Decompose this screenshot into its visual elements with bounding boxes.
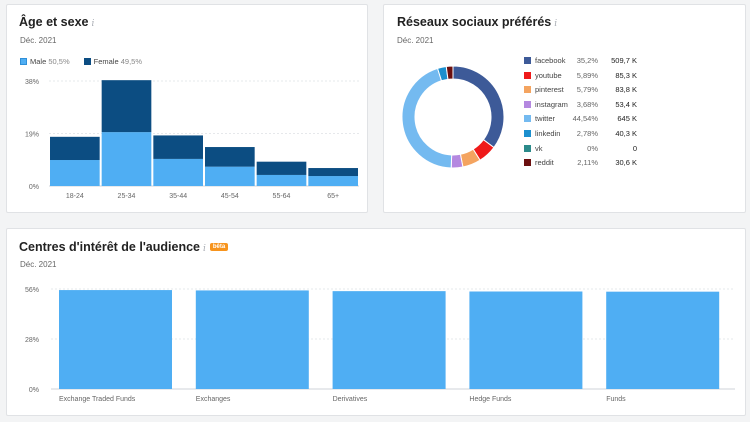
- social-legend-row-twitter[interactable]: twitter 44,54% 645 K: [524, 114, 644, 124]
- x-tick-label: 45-54: [221, 193, 239, 200]
- donut-slice-facebook: [452, 65, 505, 149]
- bar-male: [50, 160, 100, 186]
- donut-slice-twitter: [401, 67, 453, 169]
- legend-percent: 2,11%: [577, 158, 598, 168]
- y-tick-label: 0%: [29, 184, 39, 191]
- legend-value: 83,8 K: [615, 85, 637, 95]
- info-icon[interactable]: i: [91, 19, 95, 29]
- legend-swatch-pinterest: [524, 86, 531, 94]
- social-legend-row-youtube[interactable]: youtube 5,89% 85,3 K: [524, 71, 644, 81]
- x-tick-label: 35-44: [169, 193, 187, 200]
- bar-female: [308, 168, 358, 177]
- age-sex-legend: Male 50,5% Female 49,5%: [20, 57, 142, 66]
- legend-percent: 3,68%: [576, 99, 598, 109]
- x-tick-label: Hedge Funds: [469, 396, 512, 403]
- legend-percent: 5,89%: [576, 70, 598, 80]
- legend-percent: 35,2%: [576, 56, 598, 65]
- x-tick-label: Funds: [606, 396, 626, 403]
- legend-value: 509,7 K: [611, 56, 637, 65]
- interest-bar: [195, 290, 309, 389]
- social-legend-row-pinterest[interactable]: pinterest 5,79% 83,8 K: [524, 85, 644, 95]
- social-legend-row-instagram[interactable]: instagram 3,68% 53,4 K: [524, 100, 644, 110]
- interests-chart: 56% 28% 0% Exchange Traded Funds Exchanges De…: [25, 287, 735, 403]
- info-icon[interactable]: i: [554, 19, 558, 29]
- interests-card: Centres d'intérêt de l'audience i bêta Déc…: [6, 228, 746, 416]
- interest-bar: [469, 291, 583, 389]
- interest-bar: [332, 291, 446, 389]
- legend-label: facebook: [535, 56, 566, 65]
- legend-value: 30,6 K: [615, 158, 637, 168]
- legend-swatch-twitter: [524, 115, 531, 123]
- legend-percent: 5,79%: [576, 85, 598, 95]
- legend-value: 0: [632, 143, 637, 153]
- donut-slice-reddit: [445, 65, 454, 80]
- x-tick-label: 55-64: [273, 193, 291, 200]
- social-legend-row-linkedin[interactable]: linkedin 2,78% 40,3 K: [524, 129, 644, 139]
- y-tick-label: 19%: [25, 132, 39, 139]
- bar-male: [101, 132, 152, 186]
- social-networks-title: Réseaux sociaux préférés i: [397, 15, 558, 29]
- social-legend-row-vk[interactable]: vk 0% 0: [524, 144, 644, 154]
- legend-label: linkedin: [535, 129, 561, 138]
- interest-bar: [59, 290, 172, 389]
- bar-female: [205, 147, 255, 167]
- legend-swatch-youtube: [524, 71, 531, 79]
- beta-badge: bêta: [209, 243, 229, 251]
- bar-female: [256, 161, 307, 175]
- x-tick-label: 25-34: [118, 193, 136, 200]
- social-donut-chart: [401, 65, 505, 169]
- legend-percent: 44,54%: [572, 114, 598, 124]
- social-networks-card: Réseaux sociaux préférés i Déc. 2021 face…: [383, 4, 746, 213]
- bar-male: [205, 166, 255, 186]
- legend-swatch-male: [20, 58, 27, 65]
- legend-value: 85,3 K: [615, 70, 637, 80]
- y-tick-label: 28%: [25, 337, 39, 344]
- legend-label: reddit: [535, 158, 554, 168]
- legend-label: pinterest: [535, 85, 564, 95]
- age-sex-date: Déc. 2021: [20, 36, 57, 45]
- legend-item-male[interactable]: Male 50,5%: [20, 57, 70, 66]
- interest-bar: [606, 291, 720, 389]
- bar-female: [50, 136, 100, 161]
- legend-swatch-female: [83, 58, 91, 65]
- legend-swatch-linkedin: [524, 130, 531, 137]
- legend-value: 53,4 K: [615, 99, 637, 109]
- age-sex-chart: 38% 19% 0% 18-24 25-34 35-44 45-54 55-64 65+: [25, 79, 359, 200]
- bar-male: [308, 176, 358, 186]
- legend-percent: 0%: [587, 143, 598, 153]
- legend-swatch-reddit: [524, 159, 531, 167]
- legend-swatch-vk: [524, 144, 531, 152]
- x-tick-label: 18-24: [66, 193, 84, 200]
- bar-male: [256, 174, 307, 186]
- legend-label: instagram: [535, 99, 568, 109]
- x-tick-label: Exchange Traded Funds: [59, 396, 136, 403]
- y-tick-label: 38%: [25, 79, 39, 86]
- legend-value: 645 K: [617, 114, 637, 124]
- y-tick-label: 56%: [25, 287, 39, 294]
- bar-female: [153, 135, 203, 159]
- social-networks-date: Déc. 2021: [397, 36, 434, 45]
- legend-label: vk: [535, 143, 543, 153]
- legend-label: twitter: [535, 114, 556, 124]
- age-sex-card: Âge et sexe i Déc. 2021 Male 50,5% Female…: [6, 4, 368, 213]
- social-legend-row-reddit[interactable]: reddit 2,11% 30,6 K: [524, 158, 644, 168]
- legend-value: 40,3 K: [615, 129, 637, 138]
- bar-male: [153, 158, 203, 186]
- age-sex-title: Âge et sexe i: [19, 15, 95, 29]
- y-tick-label: 0%: [29, 387, 39, 394]
- legend-percent: 2,78%: [576, 129, 598, 138]
- x-tick-label: Exchanges: [196, 396, 231, 403]
- legend-swatch-instagram: [524, 100, 531, 108]
- info-icon[interactable]: i: [203, 244, 206, 254]
- social-legend-row-facebook[interactable]: facebook 35,2% 509,7 K: [524, 56, 644, 66]
- legend-item-female[interactable]: Female 49,5%: [83, 57, 142, 66]
- interests-date: Déc. 2021: [20, 260, 57, 269]
- legend-swatch-facebook: [524, 57, 531, 64]
- interests-title: Centres d'intérêt de l'audience i bêta: [19, 240, 229, 254]
- legend-label: youtube: [535, 70, 562, 80]
- x-tick-label: 65+: [327, 193, 339, 200]
- bar-female: [101, 80, 152, 133]
- donut-slice-instagram: [450, 153, 464, 169]
- x-tick-label: Derivatives: [333, 396, 368, 403]
